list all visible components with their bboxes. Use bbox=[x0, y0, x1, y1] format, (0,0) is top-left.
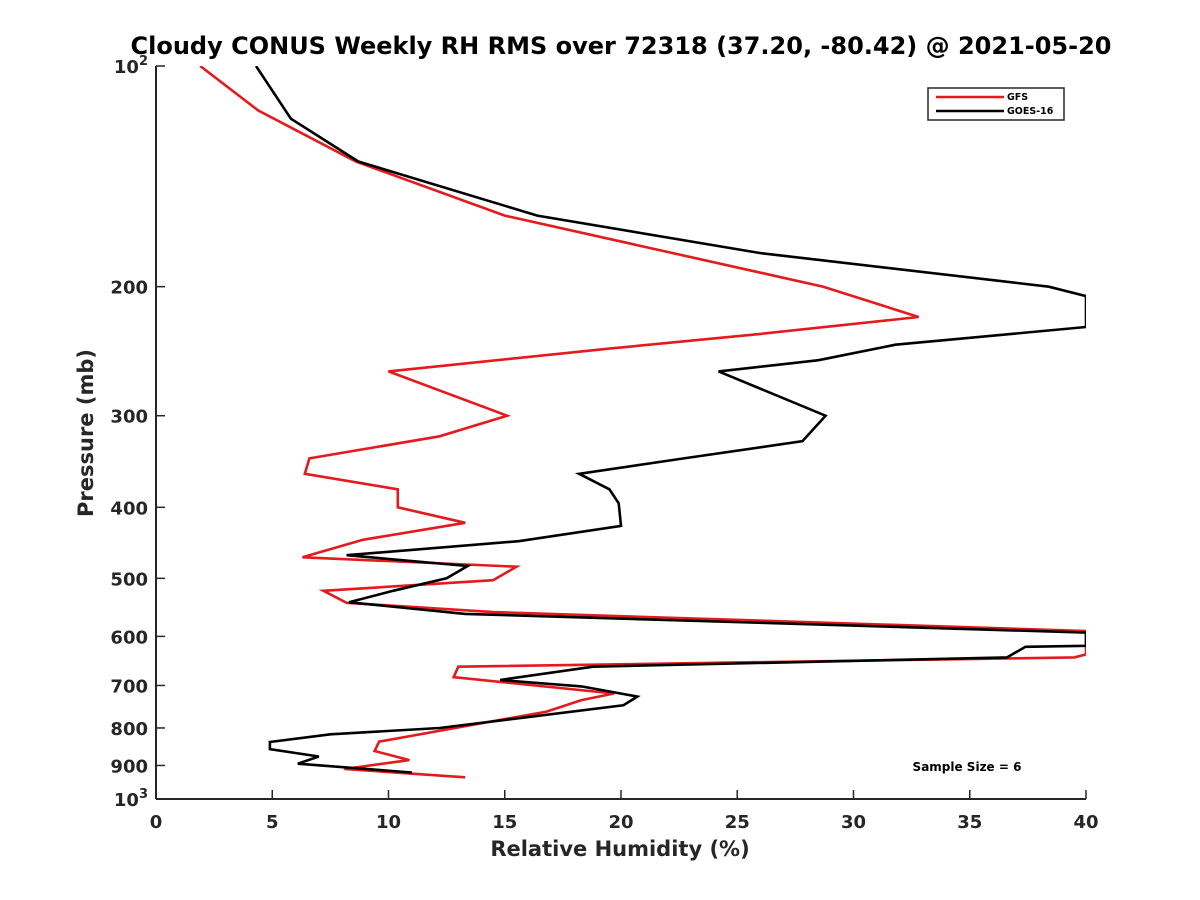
chart-title: Cloudy CONUS Weekly RH RMS over 72318 (3… bbox=[131, 32, 1112, 60]
y-tick-label: 800 bbox=[110, 719, 148, 740]
y-tick-label: 600 bbox=[110, 627, 148, 648]
y-tick-label: 300 bbox=[110, 407, 148, 428]
x-ticks: 0 5 10 15 20 25 30 35 40 bbox=[150, 790, 1099, 833]
x-tick-label: 25 bbox=[725, 812, 750, 833]
x-tick-label: 10 bbox=[376, 812, 401, 833]
y-tick-label: 102 bbox=[114, 54, 148, 78]
legend-label-gfs: GFS bbox=[1007, 92, 1028, 103]
y-tick-label: 400 bbox=[110, 498, 148, 519]
series-line-goes16 bbox=[254, 66, 1086, 774]
x-tick-label: 0 bbox=[150, 812, 163, 833]
legend: GFS GOES-16 bbox=[927, 87, 1065, 121]
x-tick-label: 30 bbox=[841, 812, 866, 833]
x-axis-label: Relative Humidity (%) bbox=[490, 837, 749, 861]
y-ticks: 102 200 300 400 500 600 700 800 900 103 bbox=[110, 54, 165, 811]
plot-area bbox=[156, 66, 1086, 799]
x-tick-label: 20 bbox=[608, 812, 633, 833]
x-tick-label: 35 bbox=[957, 812, 982, 833]
legend-box bbox=[927, 87, 1065, 121]
y-tick-label: 900 bbox=[110, 756, 148, 777]
y-tick-label: 700 bbox=[110, 676, 148, 697]
y-tick-label: 500 bbox=[110, 569, 148, 590]
sample-size-annotation: Sample Size = 6 bbox=[913, 760, 1022, 774]
x-tick-label: 15 bbox=[492, 812, 517, 833]
y-tick-label: 103 bbox=[114, 787, 148, 811]
y-tick-label: 200 bbox=[110, 278, 148, 299]
x-tick-label: 40 bbox=[1073, 812, 1098, 833]
y-axis-label: Pressure (mb) bbox=[74, 349, 98, 517]
x-tick-label: 5 bbox=[266, 812, 279, 833]
series-layer bbox=[199, 66, 1086, 779]
legend-label-goes16: GOES-16 bbox=[1007, 106, 1054, 117]
